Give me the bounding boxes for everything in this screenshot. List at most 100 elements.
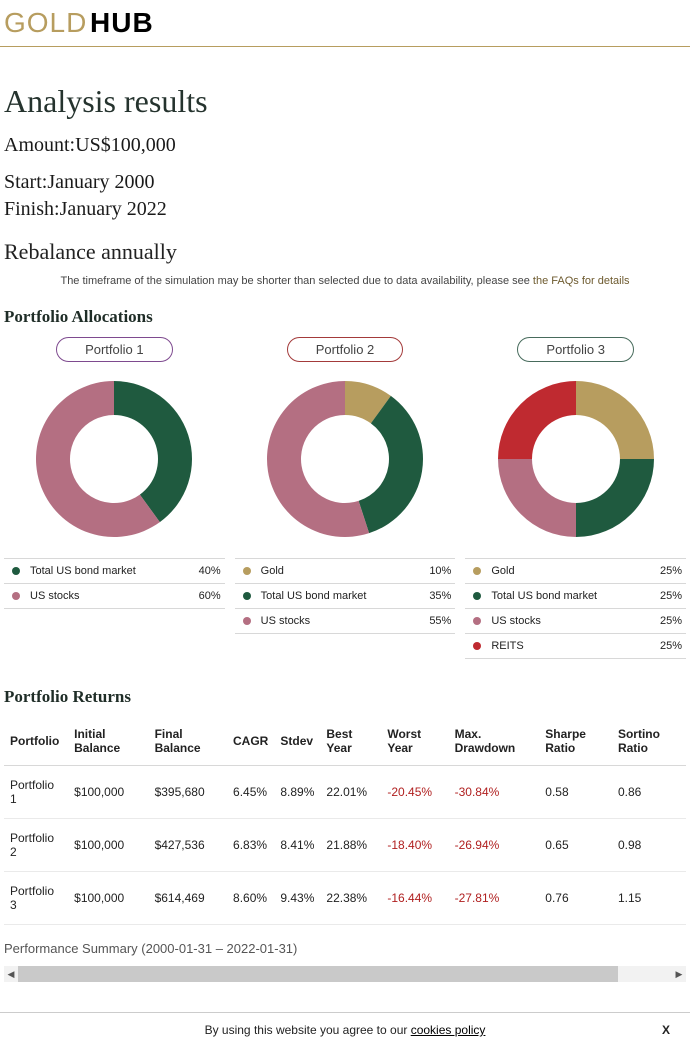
table-cell: 21.88% <box>320 819 381 872</box>
logo-gold: GOLD <box>4 8 87 38</box>
legend-row: Gold 25% <box>465 559 686 584</box>
table-cell: 6.45% <box>227 766 274 819</box>
legend-label: US stocks <box>491 615 660 627</box>
legend-swatch-icon <box>473 592 481 600</box>
table-header: Sortino Ratio <box>612 717 686 766</box>
legend-value: 60% <box>199 590 221 602</box>
legend-row: US stocks 25% <box>465 609 686 634</box>
table-row: Portfolio 1$100,000$395,6806.45%8.89%22.… <box>4 766 686 819</box>
legend-row: Gold 10% <box>235 559 456 584</box>
table-cell: 8.89% <box>274 766 320 819</box>
table-cell: -26.94% <box>449 819 540 872</box>
table-header: CAGR <box>227 717 274 766</box>
table-cell: 8.41% <box>274 819 320 872</box>
donut-chart <box>260 374 430 544</box>
table-row: Portfolio 2$100,000$427,5366.83%8.41%21.… <box>4 819 686 872</box>
legend-swatch-icon <box>12 592 20 600</box>
legend-swatch-icon <box>243 592 251 600</box>
cookie-banner: By using this website you agree to our c… <box>0 1012 690 1047</box>
legend: Gold 25% Total US bond market 25% US sto… <box>465 558 686 659</box>
table-cell: $395,680 <box>149 766 227 819</box>
legend-value: 25% <box>660 565 682 577</box>
table-cell: Portfolio 3 <box>4 872 68 925</box>
table-cell: $100,000 <box>68 819 148 872</box>
rebalance-text: Rebalance annually <box>4 239 686 265</box>
table-cell: 8.60% <box>227 872 274 925</box>
table-cell: $100,000 <box>68 766 148 819</box>
portfolio-pill[interactable]: Portfolio 1 <box>56 337 173 362</box>
scroll-left-arrow-icon[interactable]: ◀ <box>4 966 18 982</box>
cookie-close-button[interactable]: X <box>662 1023 670 1037</box>
portfolio-pill[interactable]: Portfolio 2 <box>287 337 404 362</box>
portfolio-card: Portfolio 2 Gold 10% Total US bond marke… <box>235 337 456 659</box>
legend-label: Total US bond market <box>261 590 430 602</box>
returns-heading: Portfolio Returns <box>4 687 686 707</box>
table-cell: $100,000 <box>68 872 148 925</box>
portfolios-row: Portfolio 1 Total US bond market 40% US … <box>4 337 686 659</box>
start-value: January 2000 <box>47 171 154 193</box>
table-cell: 0.76 <box>539 872 612 925</box>
table-cell: -16.44% <box>381 872 448 925</box>
legend-value: 55% <box>429 615 451 627</box>
finish-value: January 2022 <box>60 198 167 220</box>
faq-link[interactable]: the FAQs for details <box>533 275 630 287</box>
legend-row: Total US bond market 35% <box>235 584 456 609</box>
horizontal-scrollbar[interactable]: ◀ ▶ <box>4 966 686 982</box>
table-cell: 9.43% <box>274 872 320 925</box>
scroll-right-arrow-icon[interactable]: ▶ <box>672 966 686 982</box>
legend-value: 10% <box>429 565 451 577</box>
table-cell: 22.38% <box>320 872 381 925</box>
table-cell: $614,469 <box>149 872 227 925</box>
legend: Total US bond market 40% US stocks 60% <box>4 558 225 609</box>
legend-label: Gold <box>261 565 430 577</box>
legend: Gold 10% Total US bond market 35% US sto… <box>235 558 456 634</box>
table-header: Initial Balance <box>68 717 148 766</box>
legend-swatch-icon <box>243 617 251 625</box>
portfolio-card: Portfolio 3 Gold 25% Total US bond marke… <box>465 337 686 659</box>
site-logo: GOLD HUB <box>0 0 690 42</box>
table-cell: 1.15 <box>612 872 686 925</box>
legend-row: Total US bond market 25% <box>465 584 686 609</box>
performance-summary: Performance Summary (2000-01-31 – 2022-0… <box>4 941 686 956</box>
legend-label: Gold <box>491 565 660 577</box>
table-cell: -30.84% <box>449 766 540 819</box>
table-cell: 0.58 <box>539 766 612 819</box>
table-cell: 0.98 <box>612 819 686 872</box>
start-label: Start: <box>4 171 47 193</box>
table-header: Max. Drawdown <box>449 717 540 766</box>
scroll-thumb[interactable] <box>18 966 618 982</box>
portfolio-card: Portfolio 1 Total US bond market 40% US … <box>4 337 225 659</box>
amount-row: Amount:US$100,000 <box>4 134 686 157</box>
table-header: Sharpe Ratio <box>539 717 612 766</box>
legend-label: Total US bond market <box>30 565 199 577</box>
cookies-policy-link[interactable]: cookies policy <box>411 1023 486 1037</box>
table-header-row: PortfolioInitial BalanceFinal BalanceCAG… <box>4 717 686 766</box>
table-header: Stdev <box>274 717 320 766</box>
legend-swatch-icon <box>243 567 251 575</box>
legend-row: US stocks 60% <box>4 584 225 609</box>
legend-value: 25% <box>660 615 682 627</box>
timeframe-note: The timeframe of the simulation may be s… <box>4 275 686 287</box>
table-header: Portfolio <box>4 717 68 766</box>
table-header: Worst Year <box>381 717 448 766</box>
table-cell: -20.45% <box>381 766 448 819</box>
logo-hub: HUB <box>90 8 154 38</box>
legend-value: 35% <box>429 590 451 602</box>
donut-chart <box>491 374 661 544</box>
page-title: Analysis results <box>4 83 686 120</box>
table-header: Final Balance <box>149 717 227 766</box>
legend-swatch-icon <box>12 567 20 575</box>
legend-value: 25% <box>660 640 682 652</box>
legend-label: REITS <box>491 640 660 652</box>
legend-label: Total US bond market <box>491 590 660 602</box>
legend-label: US stocks <box>30 590 199 602</box>
header-divider <box>0 46 690 47</box>
table-cell: $427,536 <box>149 819 227 872</box>
returns-table: PortfolioInitial BalanceFinal BalanceCAG… <box>4 717 686 925</box>
start-row: Start:January 2000 <box>4 171 686 194</box>
portfolio-pill[interactable]: Portfolio 3 <box>517 337 634 362</box>
legend-swatch-icon <box>473 567 481 575</box>
table-cell: 0.86 <box>612 766 686 819</box>
amount-label: Amount: <box>4 134 75 156</box>
finish-row: Finish:January 2022 <box>4 198 686 221</box>
